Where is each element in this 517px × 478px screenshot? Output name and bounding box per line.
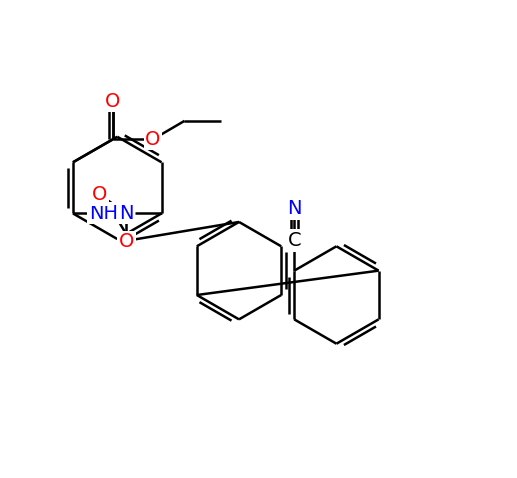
Text: O: O [105,92,120,111]
Text: O: O [92,185,108,205]
Text: N: N [119,204,134,223]
Text: O: O [119,232,134,251]
Text: N: N [287,199,301,218]
Text: C: C [287,231,301,250]
Text: NH: NH [88,204,118,223]
Text: O: O [145,130,160,149]
